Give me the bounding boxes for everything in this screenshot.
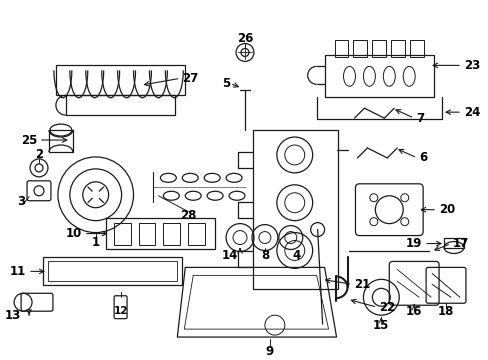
Text: 1: 1 [91,236,100,249]
Bar [56,66,185,95]
Text: 25: 25 [20,134,37,147]
Bar [188,222,205,244]
Text: 28: 28 [180,209,196,222]
Bar [324,55,433,97]
Bar [49,130,73,152]
Text: 18: 18 [437,305,453,318]
Text: 24: 24 [463,105,479,119]
Text: 19: 19 [405,237,421,250]
Text: 23: 23 [463,59,479,72]
Text: 17: 17 [452,237,468,250]
Text: 10: 10 [65,227,81,240]
Text: 20: 20 [438,203,454,216]
Bar [138,222,155,244]
Bar [372,40,386,58]
Bar [443,238,463,248]
Text: 14: 14 [222,249,238,262]
Text: 13: 13 [5,309,21,322]
Text: 11: 11 [10,265,26,278]
Bar [353,40,366,58]
Bar [252,130,337,289]
Text: 12: 12 [113,306,127,316]
Text: 16: 16 [405,305,422,318]
Bar [113,222,130,244]
Bar [334,40,348,58]
Bar [105,218,215,249]
Text: 2: 2 [35,148,43,161]
Bar [66,95,175,115]
Text: 4: 4 [292,249,301,262]
Bar [390,40,405,58]
Bar [163,222,180,244]
Text: 5: 5 [222,77,229,90]
Bar [43,257,182,285]
Text: 8: 8 [260,249,268,262]
Bar [409,40,423,58]
Text: 7: 7 [415,112,424,125]
Text: 15: 15 [372,319,389,332]
Text: 21: 21 [354,278,370,291]
Text: 9: 9 [265,345,273,357]
Text: 22: 22 [379,301,395,314]
Text: 6: 6 [418,152,427,165]
Text: 26: 26 [236,32,253,45]
Text: 27: 27 [182,72,198,85]
Bar [48,261,177,282]
Text: 3: 3 [17,195,25,208]
